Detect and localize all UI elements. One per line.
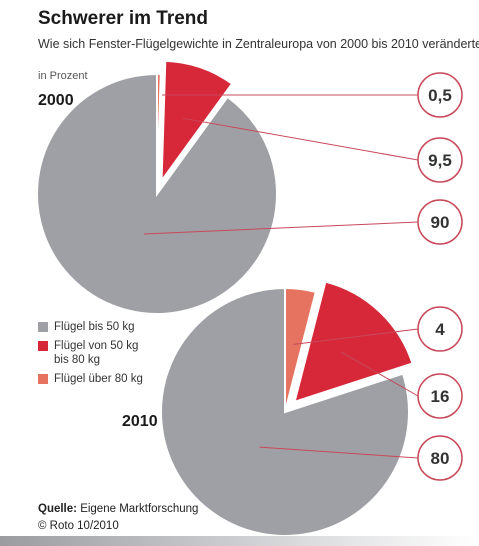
callout-line-2000-medium [182, 117, 419, 161]
pie-slice-2010-medium [293, 280, 414, 404]
legend-swatch-heavy [38, 374, 48, 384]
value-badge-2010-medium [417, 373, 463, 419]
pie-slice-2000-light [36, 72, 278, 315]
data-label-2010-medium: 16 [431, 387, 450, 406]
value-badge-2010-heavy [417, 306, 463, 352]
chart-title: Schwerer im Trend [38, 8, 209, 29]
source-text: Eigene Marktforschung [80, 503, 199, 515]
legend-label-medium: Flügel von 50 kg bis 80 kg [54, 340, 139, 366]
bottom-gradient-bar [0, 536, 479, 546]
pie-slice-2010-light [160, 286, 410, 537]
value-badge-2010-light [417, 435, 463, 481]
value-badge-2000-light [417, 199, 463, 245]
legend-swatch-light [38, 322, 48, 332]
callout-line-2010-heavy [293, 328, 419, 345]
pie-2000: 0,5 9,5 90 [36, 59, 463, 315]
legend-label-light: Flügel bis 50 kg [54, 321, 135, 333]
value-badge-2000-medium [417, 137, 463, 183]
legend-label-heavy: Flügel über 80 kg [54, 373, 143, 385]
year-label-2010: 2010 [122, 413, 158, 430]
chart-subtitle: Wie sich Fenster-Flügelgewichte in Zentr… [38, 37, 479, 51]
value-badge-2000-heavy [417, 72, 463, 118]
legend: Flügel bis 50 kg Flügel von 50 kg bis 80… [38, 320, 154, 391]
legend-item-medium: Flügel von 50 kg bis 80 kg [38, 339, 154, 367]
source-line: Quelle: Eigene Marktforschung [38, 503, 198, 515]
pie-2010: 4 16 80 [160, 280, 463, 537]
callout-line-2000-light [143, 221, 419, 235]
callout-line-2010-light [259, 446, 419, 459]
source-label: Quelle: [38, 503, 77, 515]
legend-item-light: Flügel bis 50 kg [38, 320, 154, 334]
copyright: © Roto 10/2010 [38, 520, 119, 532]
data-label-2000-heavy: 0,5 [428, 86, 452, 105]
data-label-2010-light: 80 [431, 449, 450, 468]
data-label-2000-medium: 9,5 [428, 151, 452, 170]
data-label-2000-light: 90 [431, 213, 450, 232]
year-label-2000: 2000 [38, 92, 74, 109]
legend-item-heavy: Flügel über 80 kg [38, 372, 154, 386]
unit-label: in Prozent [38, 70, 88, 82]
data-label-2010-heavy: 4 [435, 320, 445, 339]
legend-swatch-medium [38, 341, 48, 351]
callout-line-2010-medium [341, 351, 419, 397]
